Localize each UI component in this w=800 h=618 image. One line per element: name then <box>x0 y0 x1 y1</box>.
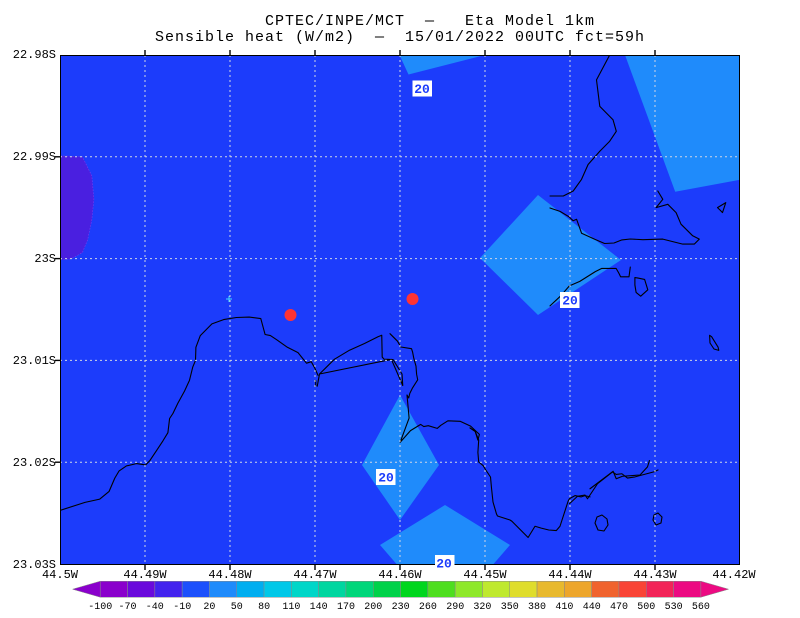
svg-text:-40: -40 <box>146 602 164 613</box>
svg-text:-70: -70 <box>118 602 136 613</box>
svg-text:140: 140 <box>310 602 328 613</box>
svg-text:350: 350 <box>501 602 519 613</box>
svg-text:80: 80 <box>258 602 270 613</box>
svg-text:200: 200 <box>364 602 382 613</box>
svg-text:20: 20 <box>562 294 578 309</box>
svg-text:290: 290 <box>446 602 464 613</box>
svg-text:110: 110 <box>282 602 300 613</box>
svg-text:440: 440 <box>583 602 601 613</box>
svg-text:380: 380 <box>528 602 546 613</box>
svg-text:530: 530 <box>665 602 683 613</box>
svg-text:20: 20 <box>378 471 394 486</box>
svg-text:-100: -100 <box>88 602 112 613</box>
svg-text:260: 260 <box>419 602 437 613</box>
svg-text:20: 20 <box>203 602 215 613</box>
svg-text:500: 500 <box>637 602 655 613</box>
svg-text:470: 470 <box>610 602 628 613</box>
svg-text:230: 230 <box>392 602 410 613</box>
svg-text:170: 170 <box>337 602 355 613</box>
svg-text:410: 410 <box>555 602 573 613</box>
svg-text:560: 560 <box>692 602 710 613</box>
svg-text:20: 20 <box>436 557 452 572</box>
svg-text:50: 50 <box>231 602 243 613</box>
svg-text:-10: -10 <box>173 602 191 613</box>
svg-text:20: 20 <box>414 82 430 97</box>
svg-text:320: 320 <box>473 602 491 613</box>
